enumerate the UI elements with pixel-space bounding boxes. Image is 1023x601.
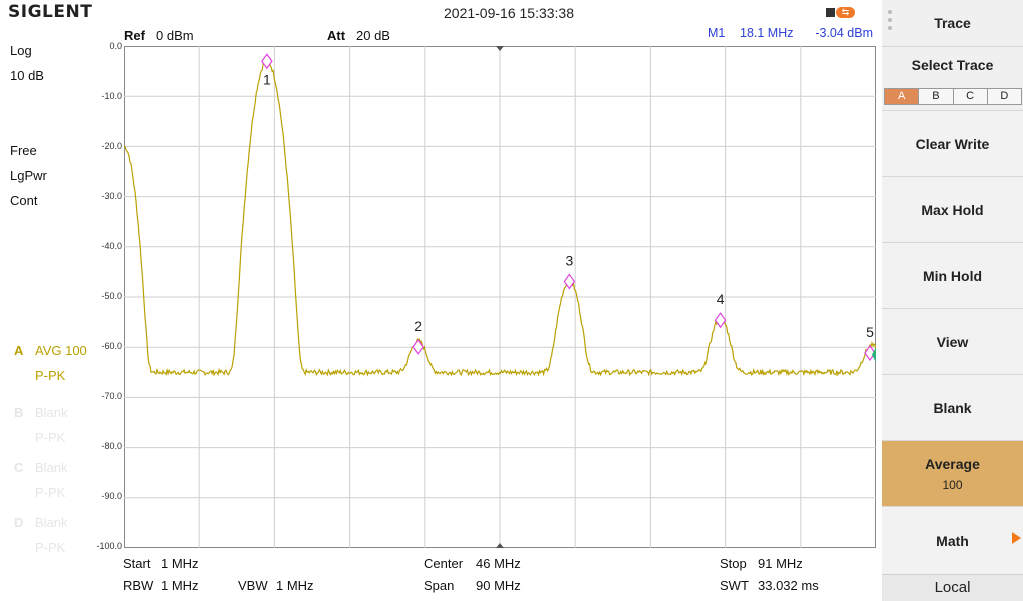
average-button[interactable]: Average 100 bbox=[882, 440, 1023, 507]
button-label: Average bbox=[925, 456, 980, 472]
trace-b-mode: Blank bbox=[35, 405, 68, 420]
stop-label: Stop bbox=[720, 556, 747, 571]
trace-d-mode: Blank bbox=[35, 515, 68, 530]
spectrum-plot[interactable]: 1 2 3 4 5 bbox=[124, 46, 876, 548]
swt-value[interactable]: 33.032 ms bbox=[758, 578, 819, 593]
button-label: Clear Write bbox=[915, 136, 990, 152]
marker-1-freq: 18.1 MHz bbox=[740, 26, 794, 40]
scale-type: Log bbox=[10, 43, 32, 58]
button-label: Max Hold bbox=[921, 202, 984, 218]
att-label: Att bbox=[327, 28, 346, 43]
clear-write-button[interactable]: Clear Write bbox=[882, 110, 1023, 177]
detector-mode: LgPwr bbox=[10, 168, 47, 183]
marker-2-diamond-icon bbox=[412, 338, 424, 355]
trace-a-id: A bbox=[14, 343, 24, 358]
span-label: Span bbox=[424, 578, 455, 593]
start-label: Start bbox=[123, 556, 151, 571]
vbw-value[interactable]: 1 MHz bbox=[276, 578, 314, 593]
center-top-triangle-icon bbox=[496, 46, 504, 51]
vbw-label: VBW bbox=[238, 578, 268, 593]
y-tick-label: -80.0 bbox=[101, 441, 122, 451]
trace-end-marker-icon bbox=[872, 347, 876, 363]
start-value[interactable]: 1 MHz bbox=[161, 556, 199, 571]
select-trace-tab-d[interactable]: D bbox=[986, 88, 1022, 105]
marker-4-label: 4 bbox=[717, 291, 725, 307]
button-label: Blank bbox=[933, 400, 972, 416]
rbw-value[interactable]: 1 MHz bbox=[161, 578, 199, 593]
brand-logo: SIGLENT bbox=[8, 2, 93, 22]
trace-d-id: D bbox=[14, 515, 24, 530]
y-tick-label: -100.0 bbox=[96, 541, 122, 551]
rbw-label: RBW bbox=[123, 578, 154, 593]
trace-a-mode: AVG 100 bbox=[35, 343, 87, 358]
marker-5-diamond-icon bbox=[864, 344, 876, 362]
y-tick-label: -90.0 bbox=[101, 491, 122, 501]
center-value[interactable]: 46 MHz bbox=[476, 556, 521, 571]
button-sublabel: 100 bbox=[942, 478, 963, 492]
span-value[interactable]: 90 MHz bbox=[476, 578, 521, 593]
y-tick-label: -30.0 bbox=[101, 191, 122, 201]
min-hold-button[interactable]: Min Hold bbox=[882, 242, 1023, 309]
math-button[interactable]: Math bbox=[882, 506, 1023, 575]
marker-1-diamond-icon bbox=[261, 53, 273, 70]
trace-c-detector: P-PK bbox=[35, 485, 66, 500]
y-tick-label: 0.0 bbox=[109, 41, 122, 51]
drag-handle-icon bbox=[888, 10, 894, 34]
select-trace-tab-a[interactable]: A bbox=[884, 88, 920, 105]
center-bottom-triangle-icon bbox=[496, 543, 504, 548]
trace-b-id: B bbox=[14, 405, 24, 420]
trace-a-line bbox=[124, 57, 876, 377]
y-tick-label: -40.0 bbox=[101, 241, 122, 251]
marker-4-diamond-icon bbox=[714, 312, 727, 329]
trigger-mode: Free bbox=[10, 143, 37, 158]
ref-value[interactable]: 0 dBm bbox=[156, 28, 194, 43]
marker-3-label: 3 bbox=[565, 252, 573, 268]
select-trace-tab-c[interactable]: C bbox=[952, 88, 988, 105]
view-button[interactable]: View bbox=[882, 308, 1023, 375]
trace-c-id: C bbox=[14, 460, 24, 475]
marker-1-id: M1 bbox=[708, 26, 726, 40]
select-trace-label: Select Trace bbox=[911, 57, 994, 73]
submenu-arrow-icon bbox=[1012, 532, 1021, 544]
swt-label: SWT bbox=[720, 578, 749, 593]
stop-value[interactable]: 91 MHz bbox=[758, 556, 803, 571]
select-trace-tab-b[interactable]: B bbox=[918, 88, 954, 105]
y-tick-label: -20.0 bbox=[101, 141, 122, 151]
usb-icon: ⇆ bbox=[826, 5, 856, 19]
button-label: Math bbox=[936, 533, 969, 549]
trace-b-detector: P-PK bbox=[35, 430, 66, 445]
y-tick-label: -50.0 bbox=[101, 291, 122, 301]
local-button[interactable]: Local bbox=[882, 574, 1023, 601]
ref-label: Ref bbox=[124, 28, 145, 43]
max-hold-button[interactable]: Max Hold bbox=[882, 176, 1023, 243]
datetime: 2021-09-16 15:33:38 bbox=[444, 5, 574, 21]
y-tick-label: -70.0 bbox=[101, 391, 122, 401]
center-label: Center bbox=[424, 556, 464, 571]
marker-1-label: 1 bbox=[263, 71, 271, 87]
sweep-mode: Cont bbox=[10, 193, 38, 208]
marker-5-label: 5 bbox=[866, 324, 874, 340]
y-tick-label: -60.0 bbox=[101, 341, 122, 351]
trace-a-detector: P-PK bbox=[35, 368, 66, 383]
att-value[interactable]: 20 dB bbox=[356, 28, 390, 43]
button-label: View bbox=[936, 334, 969, 350]
trace-d-detector: P-PK bbox=[35, 540, 66, 555]
marker-2-label: 2 bbox=[414, 318, 422, 334]
button-label: Min Hold bbox=[922, 268, 983, 284]
y-tick-label: -10.0 bbox=[101, 91, 122, 101]
blank-button[interactable]: Blank bbox=[882, 374, 1023, 441]
scale-div: 10 dB bbox=[10, 68, 44, 83]
trace-c-mode: Blank bbox=[35, 460, 68, 475]
panel-title: Trace bbox=[934, 15, 971, 31]
marker-3-diamond-icon bbox=[563, 273, 576, 290]
marker-1-level: -3.04 dBm bbox=[815, 26, 873, 40]
